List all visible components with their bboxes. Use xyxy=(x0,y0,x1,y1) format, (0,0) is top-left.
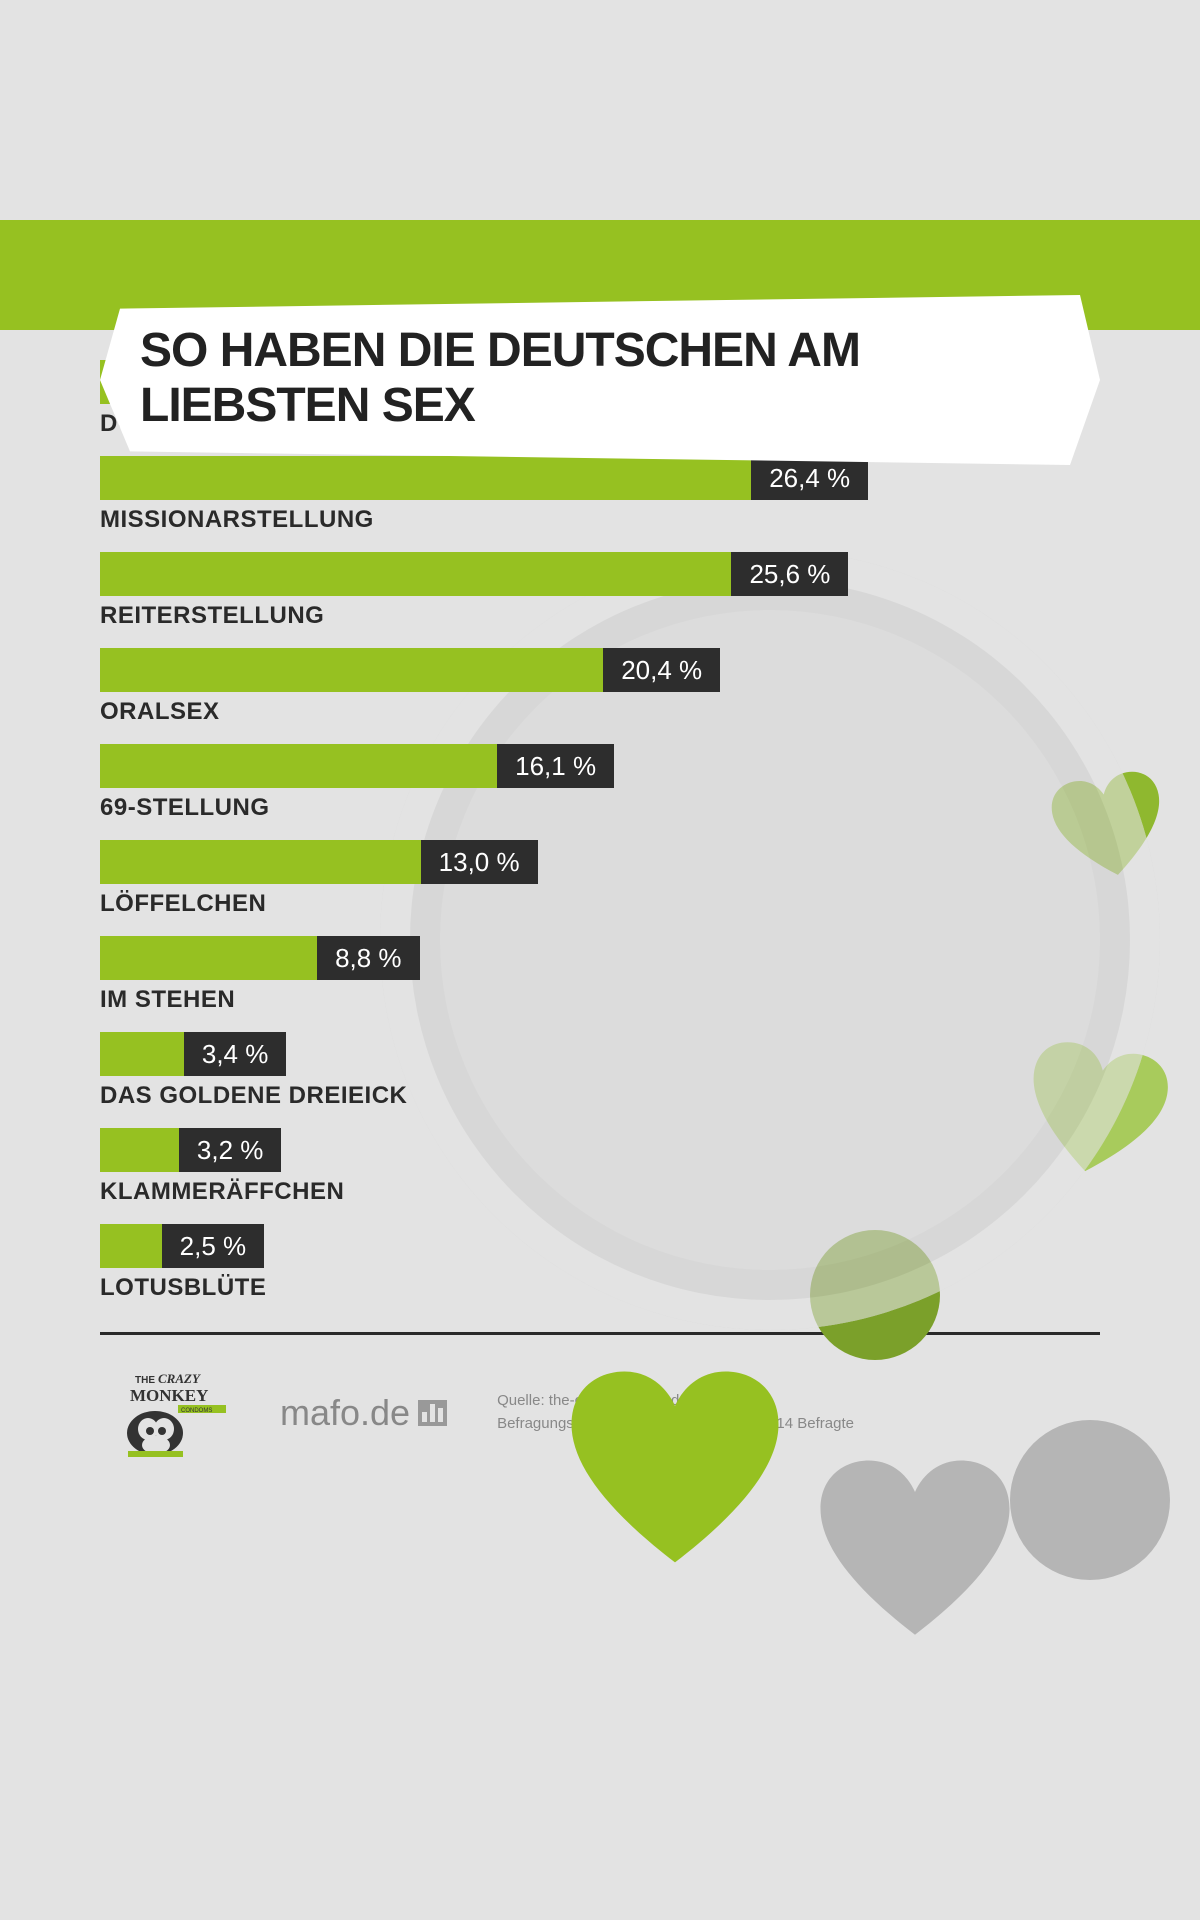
bar-row: 26,4 %MISSIONARSTELLUNG xyxy=(100,456,1100,534)
bar-fill xyxy=(100,936,317,980)
bar-fill xyxy=(100,552,731,596)
bar-row: 16,1 % 69-STELLUNG xyxy=(100,744,1100,822)
bar-fill xyxy=(100,1032,184,1076)
bar-fill xyxy=(100,648,603,692)
bar-value-label: 16,1 % xyxy=(497,744,614,788)
circle-icon xyxy=(1010,1420,1170,1585)
bar-track: 3,2 % xyxy=(100,1128,1100,1172)
bar-track: 3,4 % xyxy=(100,1032,1100,1076)
bar-category-label: LOTUSBLÜTE xyxy=(100,1274,1100,1302)
svg-text:MONKEY: MONKEY xyxy=(130,1386,208,1405)
bar-track: 8,8 % xyxy=(100,936,1100,980)
bar-value-label: 25,6 % xyxy=(731,552,848,596)
bar-value-label: 13,0 % xyxy=(421,840,538,884)
bar-row: 3,4 % DAS GOLDENE DREIEICK xyxy=(100,1032,1100,1110)
bar-track: 20,4 % xyxy=(100,648,1100,692)
bar-category-label: DAS GOLDENE DREIEICK xyxy=(100,1082,1100,1110)
bar-row: 13,0 % LÖFFELCHEN xyxy=(100,840,1100,918)
bar-track: 16,1 % xyxy=(100,744,1100,788)
bar-category-label: MISSIONARSTELLUNG xyxy=(100,506,1100,534)
bar-value-label: 3,4 % xyxy=(184,1032,287,1076)
bar-category-label: ORALSEX xyxy=(100,698,1100,726)
svg-text:CRAZY: CRAZY xyxy=(158,1371,201,1386)
heart-icon xyxy=(560,1360,790,1595)
bar-row: 2,5 % LOTUSBLÜTE xyxy=(100,1224,1100,1302)
bar-value-label: 8,8 % xyxy=(317,936,420,980)
bar-category-label: 69-STELLUNG xyxy=(100,794,1100,822)
page-title: SO HABEN DIE DEUTSCHEN AM LIEBSTEN SEX xyxy=(140,323,1050,433)
bar-row: 25,6 % REITERSTELLUNG xyxy=(100,552,1100,630)
bar-fill xyxy=(100,744,497,788)
bar-category-label: REITERSTELLUNG xyxy=(100,602,1100,630)
bar-category-label: KLAMMERÄFFCHEN xyxy=(100,1178,1100,1206)
title-brush-background: SO HABEN DIE DEUTSCHEN AM LIEBSTEN SEX xyxy=(100,295,1100,465)
bar-track: 2,5 % xyxy=(100,1224,1100,1268)
bar-track: 13,0 % xyxy=(100,840,1100,884)
crazy-monkey-logo: THE CRAZY MONKEY CONDOMS xyxy=(120,1365,230,1460)
bar-value-label: 20,4 % xyxy=(603,648,720,692)
bar-row: 8,8 % IM STEHEN xyxy=(100,936,1100,1014)
svg-text:THE: THE xyxy=(135,1375,155,1386)
mafo-bars-icon xyxy=(418,1400,447,1426)
bar-value-label: 3,2 % xyxy=(179,1128,282,1172)
title-container: SO HABEN DIE DEUTSCHEN AM LIEBSTEN SEX xyxy=(100,295,1100,465)
bar-row: 20,4 % ORALSEX xyxy=(100,648,1100,726)
bar-value-label: 2,5 % xyxy=(162,1224,265,1268)
heart-icon xyxy=(810,1450,1020,1665)
bar-fill xyxy=(100,1224,162,1268)
bar-chart: 27,8 %DOGGY STYLE26,4 %MISSIONARSTELLUNG… xyxy=(100,360,1100,1302)
bar-category-label: LÖFFELCHEN xyxy=(100,890,1100,918)
svg-text:CONDOMS: CONDOMS xyxy=(181,1408,212,1414)
chart-area: 27,8 %DOGGY STYLE26,4 %MISSIONARSTELLUNG… xyxy=(0,330,1200,1302)
bar-fill xyxy=(100,1128,179,1172)
mafo-logo: mafo.de xyxy=(280,1392,447,1434)
bar-category-label: IM STEHEN xyxy=(100,986,1100,1014)
bar-row: 3,2 % KLAMMERÄFFCHEN xyxy=(100,1128,1100,1206)
bar-track: 25,6 % xyxy=(100,552,1100,596)
bar-fill xyxy=(100,840,421,884)
mafo-logo-text: mafo.de xyxy=(280,1392,410,1434)
